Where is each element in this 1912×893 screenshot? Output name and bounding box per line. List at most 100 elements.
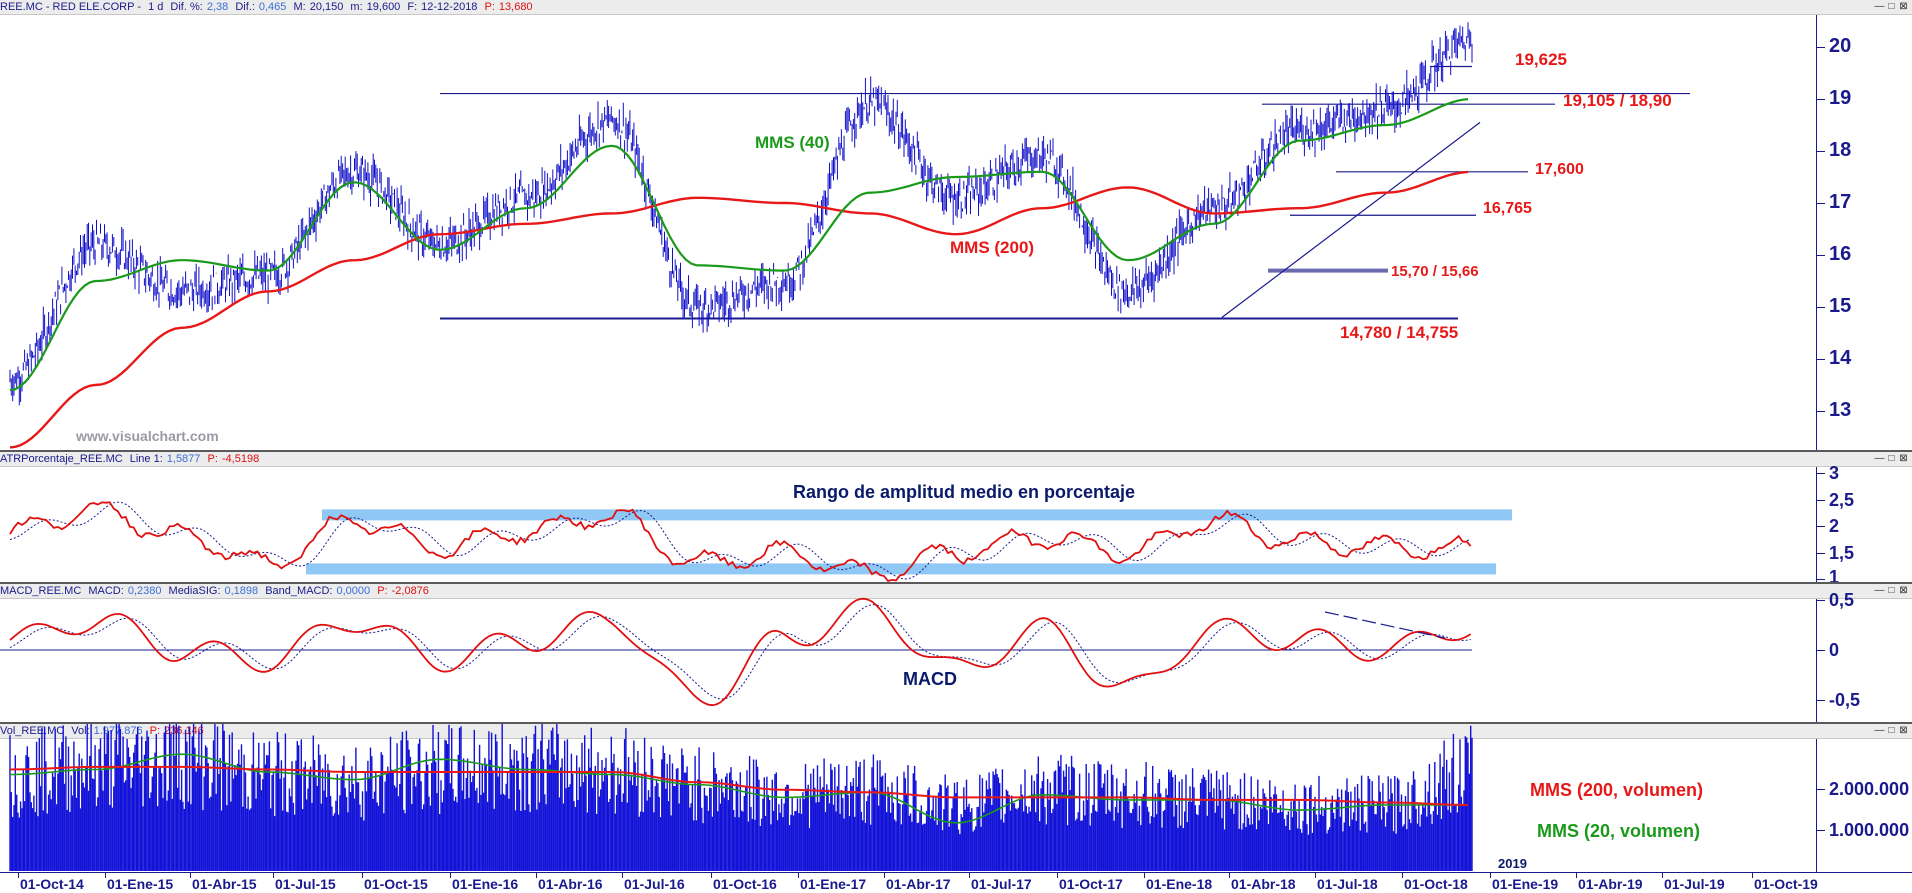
- mms200-line: [9, 170, 1469, 449]
- price-chart-svg: [9, 22, 1690, 449]
- macd-p-value: -2,0876: [391, 585, 429, 597]
- watermark: www.visualchart.com: [76, 428, 219, 444]
- dif-pct-value: 2,38: [206, 1, 229, 13]
- macd-divergence-line: [1324, 611, 1446, 639]
- volume-header: Vol_REE.MC Vol: 1.977.876 P: 236.146: [0, 724, 1912, 739]
- atr-maximize-icon[interactable]: □: [1888, 453, 1895, 464]
- x-label-abr18: 01-Abr-18: [1231, 876, 1296, 892]
- x-label-oct18: 01-Oct-18: [1404, 876, 1468, 892]
- dif-value: 0,465: [258, 1, 287, 13]
- atr-chart-svg: [9, 501, 1512, 582]
- level-1570-band: [1268, 268, 1388, 273]
- atr-name: ATRPorcentaje_REE.MC: [0, 453, 123, 465]
- annotation-17600: 17,600: [1535, 161, 1584, 178]
- atr-minimize-icon[interactable]: —: [1874, 453, 1885, 464]
- macd-band-label: Band_MACD:: [265, 585, 333, 597]
- minimize-icon[interactable]: —: [1874, 1, 1885, 12]
- atr-line: [9, 501, 1472, 582]
- atr-p-value: -4,5198: [221, 453, 260, 465]
- x-label-oct16: 01-Oct-16: [713, 876, 777, 892]
- macd-tick-0-5: 0,5: [1829, 590, 1855, 610]
- legend-mms20-volume: MMS (20, volumen): [1537, 821, 1701, 841]
- annotation-mms200: MMS (200): [950, 238, 1035, 257]
- price-tick-20: 20: [1829, 35, 1852, 57]
- atr-tick-3: 3: [1829, 463, 1840, 483]
- macd-y-axis: 0,5 0 -0,5: [1816, 590, 1912, 722]
- x-label-ene19: 01-Ene-19: [1492, 876, 1559, 892]
- macd-label: MACD:: [88, 585, 124, 597]
- legend-mms200-volume: MMS (200, volumen): [1530, 780, 1704, 800]
- separator-1[interactable]: [0, 450, 1912, 452]
- x-label-abr19: 01-Abr-19: [1578, 876, 1643, 892]
- macd-tick-0: 0: [1829, 640, 1840, 660]
- price-tick-16: 16: [1829, 243, 1852, 265]
- price-tick-14: 14: [1829, 347, 1852, 369]
- annotation-1570: 15,70 / 15,66: [1391, 263, 1479, 280]
- close-icon[interactable]: ⊠: [1899, 1, 1908, 12]
- vol-maximize-icon[interactable]: □: [1888, 725, 1895, 736]
- volume-mms200-line: [9, 765, 1469, 806]
- atr-line-value: 1,5877: [166, 453, 201, 465]
- annotation-19625: 19,625: [1515, 50, 1567, 69]
- macd-band-value: 0,0000: [336, 585, 371, 597]
- x-label-abr16: 01-Abr-16: [538, 876, 603, 892]
- separator-2[interactable]: [0, 582, 1912, 584]
- annotation-16765: 16,765: [1483, 200, 1532, 217]
- atr-panel: ATRPorcentaje_REE.MC Line 1: 1,5877 P: -4,…: [0, 452, 1912, 587]
- x-label-jul19: 01-Jul-19: [1664, 876, 1725, 892]
- price-panel: REE.MC - RED ELE.CORP - 1 d Dif. %: 2,38 …: [0, 0, 1912, 450]
- atr-header: ATRPorcentaje_REE.MC Line 1: 1,5877 P: -4,…: [0, 452, 1912, 467]
- dif-pct-label: Dif. %:: [170, 1, 203, 13]
- atr-close-icon[interactable]: ⊠: [1899, 453, 1908, 464]
- macd-value: 0,2380: [127, 585, 162, 597]
- x-label-oct15: 01-Oct-15: [364, 876, 428, 892]
- vol-name: Vol_REE.MC: [0, 725, 65, 737]
- x-label-oct17: 01-Oct-17: [1059, 876, 1123, 892]
- maximize-icon[interactable]: □: [1888, 1, 1895, 12]
- macd-close-icon[interactable]: ⊠: [1899, 585, 1908, 596]
- atr-y-axis: 3 2,5 2 1,5 1: [1816, 463, 1912, 587]
- vol-tick-2m: 2.000.000: [1829, 779, 1910, 799]
- year-marker: 2019: [1498, 856, 1527, 871]
- vol-label: Vol:: [71, 725, 90, 737]
- atr-title: Rango de amplitud medio en porcentaje: [793, 482, 1136, 502]
- price-y-axis: 20 19 18 17 16 15 14 13: [1816, 15, 1912, 450]
- x-label-jul16: 01-Jul-16: [624, 876, 685, 892]
- min-value: 19,600: [366, 1, 401, 13]
- atr-tick-1-5: 1,5: [1829, 543, 1855, 563]
- atr-line-label: Line 1:: [129, 453, 163, 465]
- atr-lower-band: [306, 563, 1496, 575]
- atr-tick-1: 1: [1829, 567, 1840, 587]
- x-label-ene16: 01-Ene-16: [452, 876, 519, 892]
- macd-tick-neg-0-5: -0,5: [1829, 690, 1861, 710]
- x-label-jul17: 01-Jul-17: [971, 876, 1032, 892]
- vol-close-icon[interactable]: ⊠: [1899, 725, 1908, 736]
- macd-name: MACD_REE.MC: [0, 585, 82, 597]
- x-label-ene18: 01-Ene-18: [1146, 876, 1213, 892]
- date-value: 12-12-2018: [421, 1, 478, 13]
- vol-minimize-icon[interactable]: —: [1874, 725, 1885, 736]
- x-label-jul18: 01-Jul-18: [1317, 876, 1378, 892]
- macd-minimize-icon[interactable]: —: [1874, 585, 1885, 596]
- annotation-14780: 14,780 / 14,755: [1340, 323, 1459, 342]
- atr-tick-2: 2: [1829, 516, 1840, 536]
- macd-line: [9, 597, 1472, 707]
- atr-p-label: P:: [207, 453, 218, 465]
- price-value: 13,680: [498, 1, 533, 13]
- vol-p-label: P:: [149, 725, 161, 737]
- symbol-label: REE.MC - RED ELE.CORP -: [0, 1, 141, 13]
- mms40-line: [9, 98, 1469, 392]
- macd-panel: MACD_REE.MC MACD: 0,2380 MediaSIG: 0,1898 …: [0, 584, 1912, 722]
- annotation-mms40: MMS (40): [755, 133, 830, 152]
- price-tick-19: 19: [1829, 87, 1852, 109]
- macd-signal-line: [9, 604, 1471, 700]
- min-label: m:: [350, 1, 363, 13]
- macd-maximize-icon[interactable]: □: [1888, 585, 1895, 596]
- macd-header: MACD_REE.MC MACD: 0,2380 MediaSIG: 0,1898 …: [0, 584, 1912, 599]
- separator-3[interactable]: [0, 722, 1912, 724]
- atr-tick-2-5: 2,5: [1829, 490, 1855, 510]
- x-label-oct14: 01-Oct-14: [20, 876, 84, 892]
- vol-tick-1m: 1.000.000: [1829, 820, 1910, 840]
- period-label: 1 d: [148, 1, 164, 13]
- volume-y-axis: 2.000.000 1.000.000: [1816, 739, 1912, 872]
